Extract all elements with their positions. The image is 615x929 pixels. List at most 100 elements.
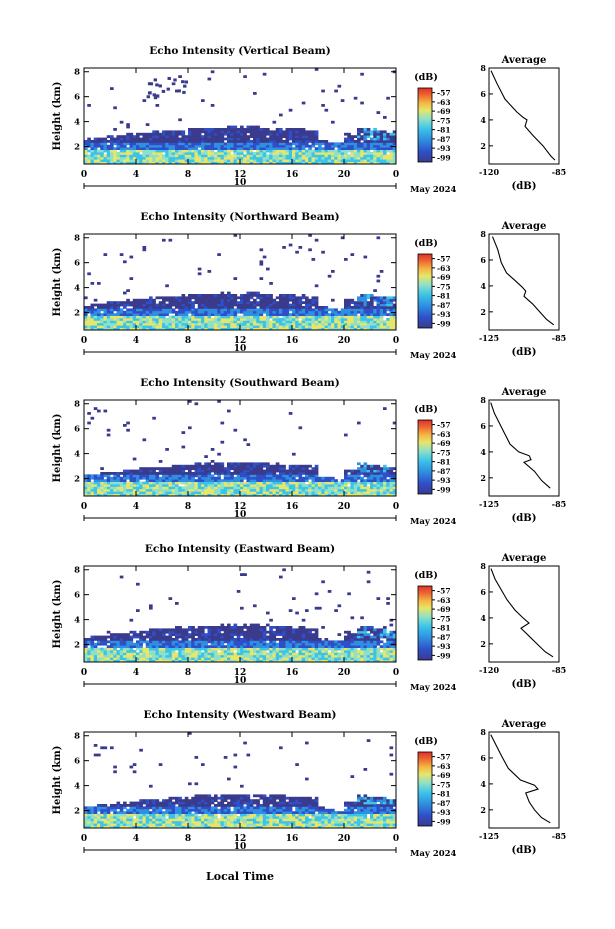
heatmap-cell [275, 650, 280, 653]
heatmap-cell [311, 159, 316, 162]
heatmap-cell [376, 130, 381, 134]
heatmap-cell [370, 294, 374, 297]
heatmap-cell [246, 464, 251, 468]
heatmap-cell [246, 135, 251, 138]
heatmap-cell [386, 320, 390, 324]
heatmap-cell [233, 152, 238, 155]
heatmap-cell [344, 481, 348, 485]
heatmap-cell [201, 327, 205, 331]
heatmap-cell [246, 320, 251, 324]
heatmap-cell [360, 469, 364, 473]
heatmap-cell [318, 313, 322, 316]
heatmap-cell [119, 493, 124, 497]
heatmap-cell [363, 484, 368, 487]
heatmap-cell [350, 301, 355, 304]
heatmap-cell [259, 152, 264, 155]
heatmap-cell [210, 104, 215, 107]
heatmap-cell [214, 152, 218, 155]
heatmap-cell [223, 469, 228, 473]
heatmap-cell [223, 318, 228, 321]
heatmap-cell [201, 152, 205, 155]
heatmap-cell [155, 154, 160, 158]
heatmap-cell [168, 130, 173, 134]
heatmap-cell [301, 638, 306, 641]
heatmap-cell [214, 308, 218, 312]
heatmap-cell [207, 476, 212, 480]
heatmap-cell [145, 481, 150, 485]
heatmap-cell [347, 322, 351, 326]
heatmap-cell [285, 310, 290, 314]
heatmap-cell [152, 640, 156, 644]
heatmap-cell [246, 462, 251, 466]
heatmap-cell [220, 327, 225, 331]
heatmap-cell [165, 137, 169, 141]
heatmap-cell [389, 313, 394, 316]
heatmap-cell [162, 327, 166, 331]
heatmap-cell [132, 476, 137, 480]
heatmap-cell [301, 476, 306, 480]
heatmap-cell [93, 654, 98, 658]
heatmap-cell [223, 626, 228, 629]
heatmap-cell [376, 310, 381, 314]
heatmap-cell [87, 650, 91, 653]
heatmap-cell [188, 464, 192, 468]
heatmap-cell [279, 137, 283, 141]
heatmap-cell [327, 491, 332, 494]
heatmap-cell [233, 640, 238, 644]
heatmap-cell [87, 320, 91, 324]
heatmap-cell [327, 488, 332, 492]
heatmap-cell [314, 310, 319, 314]
heatmap-cell [149, 303, 153, 307]
heatmap-cell [373, 128, 377, 131]
heatmap-cell [357, 491, 361, 494]
heatmap-cell [230, 464, 234, 468]
heatmap-cell [266, 128, 270, 131]
heatmap-cell [366, 156, 371, 160]
heatmap-cell [136, 137, 140, 141]
heatmap-cell [100, 650, 104, 653]
heatmap-cell [340, 484, 345, 487]
heatmap-cell [353, 327, 358, 331]
heatmap-cell [314, 652, 319, 656]
heatmap-cell [285, 484, 290, 487]
heatmap-cell [282, 298, 286, 302]
heatmap-cell [308, 638, 312, 641]
heatmap-cell [145, 654, 150, 658]
heatmap-cell [334, 315, 338, 319]
heatmap-cell [110, 654, 114, 658]
heatmap-cell [262, 306, 267, 309]
heatmap-cell [363, 130, 368, 134]
heatmap-cell [236, 642, 241, 646]
heatmap-cell [201, 130, 205, 134]
heatmap-cell [227, 296, 231, 300]
heatmap-cell [145, 123, 150, 126]
heatmap-cell [136, 301, 140, 304]
heatmap-cell [165, 630, 169, 634]
heatmap-cell [288, 308, 293, 312]
heatmap-cell [370, 322, 374, 326]
heatmap-cell [305, 149, 309, 153]
heatmap-cell [136, 154, 140, 158]
heatmap-cell [126, 132, 130, 136]
heatmap-cell [132, 642, 137, 646]
heatmap-cell [279, 469, 283, 473]
heatmap-cell [262, 308, 267, 312]
heatmap-cell [93, 479, 98, 482]
heatmap-cell [279, 161, 283, 165]
heatmap-cell [363, 149, 368, 153]
heatmap-cell [353, 493, 358, 497]
heatmap-cell [204, 147, 208, 150]
heatmap-cell [386, 135, 390, 138]
heatmap-cell [152, 486, 156, 490]
heatmap-cell [103, 659, 108, 663]
heatmap-cell [256, 161, 260, 165]
heatmap-cell [100, 325, 104, 328]
heatmap-cell [386, 144, 390, 148]
heatmap-cell [292, 633, 296, 636]
heatmap-cell [295, 132, 299, 136]
heatmap-cell [240, 486, 244, 490]
heatmap-cell [230, 132, 234, 136]
heatmap-cell [162, 642, 166, 646]
heatmap-cell [116, 659, 121, 663]
heatmap-cell [389, 486, 394, 490]
